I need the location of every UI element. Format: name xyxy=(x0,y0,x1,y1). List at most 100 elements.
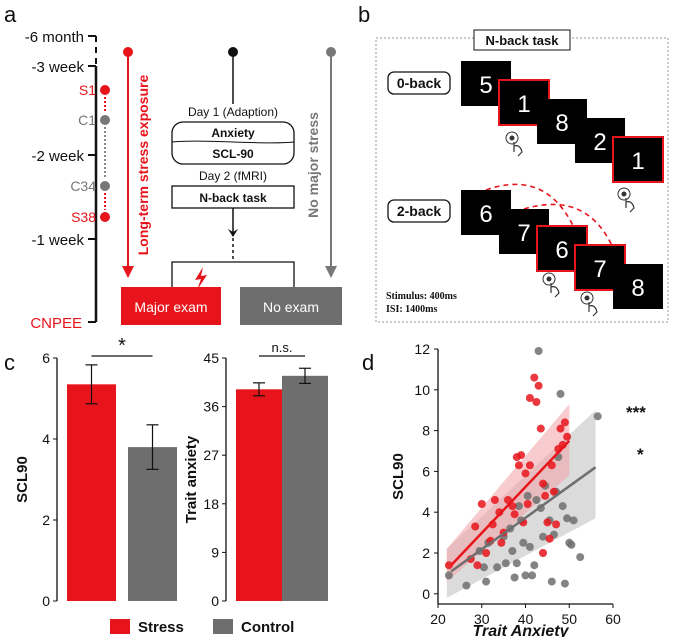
control-point xyxy=(539,532,547,541)
y-tick-label: 0 xyxy=(211,593,219,609)
stress-point xyxy=(549,487,558,496)
two-back-match-arc-1 xyxy=(485,183,577,233)
exam-bracket xyxy=(171,261,295,288)
control-point xyxy=(493,563,502,572)
stress-point xyxy=(536,424,545,433)
y-tick-label: 4 xyxy=(422,504,430,520)
y-tick-label: 45 xyxy=(203,350,219,366)
stress-point xyxy=(482,549,491,557)
y-tick-label: 0 xyxy=(42,593,50,609)
y-tick-label: 6 xyxy=(422,463,430,479)
y-tick-label: 6 xyxy=(42,350,50,366)
nback-title-box xyxy=(473,29,571,51)
two-back-label: 2-back xyxy=(397,203,442,219)
questionnaire-box xyxy=(171,121,295,165)
panel-b: b N-back task 0-back 2-back 5 1 8 2 1 xyxy=(358,2,669,323)
trait-anxiety-bar-chart: 0 9 18 27 36 45 Trait anxiety n.s. xyxy=(183,340,328,609)
panel-label-c: c xyxy=(4,350,15,375)
legend-label-stress: Stress xyxy=(138,619,184,636)
hand-press-icon xyxy=(617,187,635,213)
major-exam-label: Major exam xyxy=(134,299,207,315)
control-point xyxy=(514,502,523,511)
protocol-arrowhead xyxy=(228,229,238,237)
stress-point xyxy=(534,381,543,390)
y-axis-label: Trait anxiety xyxy=(183,435,200,523)
control-point xyxy=(525,542,534,551)
y-tick-label: 18 xyxy=(203,496,219,512)
control-point xyxy=(558,502,567,511)
y-tick-label: 0 xyxy=(422,586,430,602)
session-dot-c34 xyxy=(100,181,110,191)
y-tick-label: 10 xyxy=(414,382,430,398)
stress-point xyxy=(477,500,486,508)
nback-title: N-back task xyxy=(486,33,560,48)
questionnaire-divider xyxy=(171,140,295,144)
stress-point xyxy=(545,534,554,543)
x-tick-label: 40 xyxy=(518,611,534,627)
stimulus-timing: Stimulus: 400ms xyxy=(386,291,457,302)
stress-point xyxy=(497,538,506,547)
two-back-label-box xyxy=(387,199,451,223)
stress-point xyxy=(444,561,453,570)
control-point xyxy=(510,573,519,582)
control-point xyxy=(560,579,569,588)
significance-label: * xyxy=(118,335,126,357)
lightning-icon xyxy=(195,267,207,290)
stress-point xyxy=(563,432,572,441)
stress-point xyxy=(521,469,530,478)
two-card-1-digit: 6 xyxy=(479,201,492,228)
zero-back-label: 0-back xyxy=(397,75,442,91)
day2-label: Day 2 (fMRI) xyxy=(199,169,267,183)
bar-control xyxy=(128,447,177,601)
no-major-stress-label: No major stress xyxy=(305,112,321,218)
x-axis-label: Trait Anxiety xyxy=(472,623,569,637)
y-tick-label: 8 xyxy=(422,423,430,439)
y-tick-label: 36 xyxy=(203,399,219,415)
legend-swatch-stress xyxy=(110,619,130,634)
stress-point xyxy=(539,549,547,557)
control-point xyxy=(593,412,602,421)
panel-label-a: a xyxy=(4,2,17,27)
control-point xyxy=(512,559,521,568)
isi-timing: ISI: 1400ms xyxy=(386,304,438,315)
x-tick-label: 30 xyxy=(474,611,490,627)
y-tick-label: 12 xyxy=(414,341,430,357)
label-6month: -6 month xyxy=(25,29,84,46)
two-card-4-digit: 7 xyxy=(593,256,606,283)
session-dot-c1 xyxy=(100,115,110,125)
zero-card-3-digit: 8 xyxy=(555,110,568,137)
scl90-label: SCL-90 xyxy=(212,147,254,161)
control-point xyxy=(563,514,572,523)
control-point xyxy=(547,577,556,586)
stress-arrow-head xyxy=(122,266,134,278)
bar-stress xyxy=(67,384,116,601)
two-card-3-digit: 6 xyxy=(555,237,568,264)
stress-exposure-label: Long-term stress exposure xyxy=(135,75,151,256)
y-axis-label: SCL90 xyxy=(390,453,407,500)
hand-press-icon xyxy=(580,291,598,317)
label-1week: -1 week xyxy=(31,232,84,249)
control-point xyxy=(462,581,471,590)
legend: Stress Control xyxy=(110,619,294,636)
session-label-c1: C1 xyxy=(78,112,96,128)
label-cnpee: CNPEE xyxy=(30,315,82,332)
stress-point xyxy=(530,373,539,382)
control-point xyxy=(519,538,528,547)
control-point xyxy=(479,563,488,572)
control-point xyxy=(521,571,530,580)
zero-card-2-digit: 1 xyxy=(517,91,530,118)
session-dot-s1 xyxy=(100,85,110,95)
session-dot-s38 xyxy=(100,212,110,222)
y-tick-label: 4 xyxy=(42,431,50,447)
panel-label-d: d xyxy=(362,350,374,375)
stress-point xyxy=(523,500,532,508)
control-point xyxy=(528,571,537,580)
control-point xyxy=(534,347,543,355)
legend-swatch-control xyxy=(213,619,233,634)
x-tick-label: 20 xyxy=(430,611,446,627)
two-back-match-arc-2 xyxy=(523,203,615,251)
x-tick-label: 60 xyxy=(605,611,621,627)
zero-card-5 xyxy=(612,136,664,183)
